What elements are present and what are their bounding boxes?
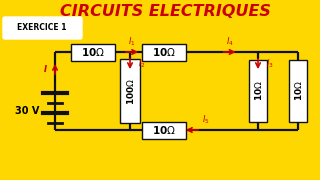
Text: 30 V: 30 V — [15, 106, 39, 116]
Text: $I_3$: $I_3$ — [266, 58, 274, 70]
FancyBboxPatch shape — [249, 60, 267, 122]
FancyBboxPatch shape — [3, 17, 82, 39]
Text: EXERCICE 1: EXERCICE 1 — [17, 24, 67, 33]
Text: 10$\Omega$: 10$\Omega$ — [292, 80, 303, 102]
FancyBboxPatch shape — [141, 122, 186, 138]
Text: 10$\Omega$: 10$\Omega$ — [152, 124, 175, 136]
Text: $I_5$: $I_5$ — [202, 114, 210, 126]
Text: 10$\Omega$: 10$\Omega$ — [152, 46, 175, 58]
Text: CIRCUITS ELECTRIQUES: CIRCUITS ELECTRIQUES — [60, 4, 270, 19]
Text: 10$\Omega$: 10$\Omega$ — [252, 80, 263, 102]
FancyBboxPatch shape — [70, 44, 115, 60]
Text: 10$\Omega$: 10$\Omega$ — [81, 46, 104, 58]
FancyBboxPatch shape — [120, 59, 140, 123]
FancyBboxPatch shape — [141, 44, 186, 60]
Text: 100$\Omega$: 100$\Omega$ — [124, 77, 135, 105]
Text: $I_1$: $I_1$ — [128, 36, 136, 48]
Text: I: I — [44, 64, 47, 73]
Text: $I_2$: $I_2$ — [138, 58, 146, 70]
Text: $I_4$: $I_4$ — [226, 36, 234, 48]
FancyBboxPatch shape — [289, 60, 307, 122]
